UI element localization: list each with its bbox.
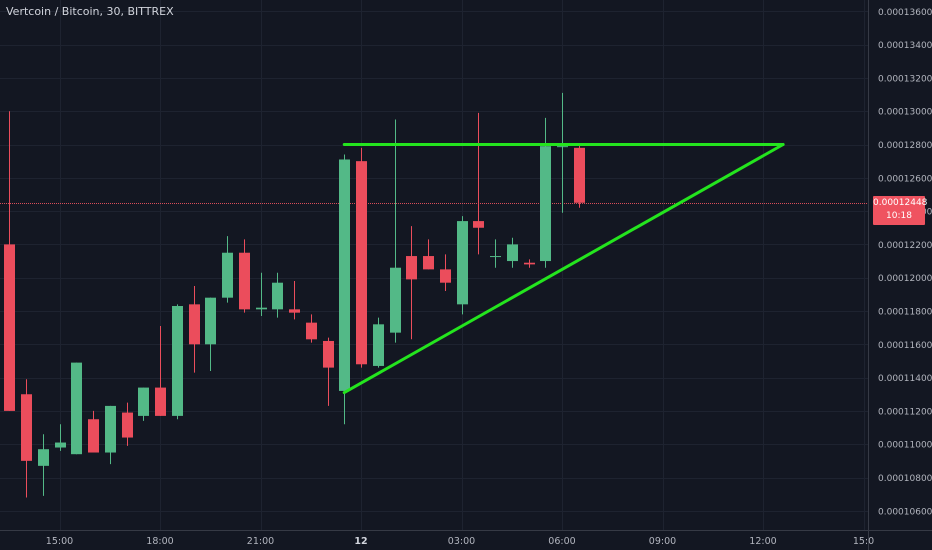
time-tick-label: 18:00 (146, 536, 173, 547)
candle-down (524, 262, 535, 265)
candle-down (289, 309, 300, 313)
candle-up (205, 297, 216, 345)
candle-down (356, 161, 367, 365)
candle-down (122, 412, 133, 438)
price-tick-label: 0.00011400 (878, 374, 932, 384)
price-tick-label: 0.00013000 (878, 108, 932, 118)
candle-down (239, 252, 250, 310)
candle-down (473, 221, 484, 228)
time-tick-label: 15:00 (46, 536, 73, 547)
time-tick-label: 03:00 (448, 536, 475, 547)
candle-up (105, 405, 116, 453)
candle-down (21, 394, 32, 461)
price-tick-label: 0.00012000 (878, 274, 932, 284)
candle-down (306, 322, 317, 340)
candle-up (71, 362, 82, 455)
candle-up (38, 449, 49, 466)
candle-down (440, 269, 451, 283)
price-tick-label: 0.00011800 (878, 308, 932, 318)
price-tick-label: 0.00010600 (878, 507, 932, 517)
candle-up (272, 282, 283, 310)
time-tick-label: 12 (354, 536, 367, 547)
candle-countdown: 10:18 (886, 211, 912, 221)
support-trendline[interactable] (342, 143, 785, 395)
candle-down (323, 340, 334, 368)
candle-up (138, 387, 149, 416)
symbol-title: Vertcoin / Bitcoin, 30, BITTREX (6, 5, 174, 18)
candle-up (256, 307, 267, 310)
candle-up (557, 146, 568, 148)
candle-down (88, 419, 99, 453)
candle-up (540, 146, 551, 262)
candle-down (423, 256, 434, 270)
candle-up (390, 267, 401, 333)
price-tick-label: 0.00013600 (878, 8, 932, 18)
price-tick-label: 0.00012600 (878, 174, 932, 184)
price-tick-label: 0.00011000 (878, 441, 932, 451)
candle-up (339, 159, 350, 391)
candle-down (189, 304, 200, 345)
candle-up (373, 324, 384, 366)
price-tick-label: 0.00012800 (878, 141, 932, 151)
price-tick-label: 0.00012200 (878, 241, 932, 251)
time-tick-label: 15:0 (853, 536, 874, 547)
candle-up (457, 221, 468, 305)
price-tick-label: 0.00013400 (878, 41, 932, 51)
price-tick-label: 0.00011600 (878, 341, 932, 351)
candle-up (222, 252, 233, 298)
candle-down (155, 387, 166, 416)
last-price-value: 0.00012448 (873, 198, 928, 208)
time-tick-label: 09:00 (649, 536, 676, 547)
time-tick-label: 12:00 (749, 536, 776, 547)
last-price-badge: 0.00012448 10:18 (873, 196, 928, 225)
price-tick-label: 0.00013200 (878, 74, 932, 84)
candle-down (574, 147, 585, 203)
candle-up (507, 244, 518, 262)
time-tick-label: 21:00 (247, 536, 274, 547)
candle-down (406, 256, 417, 280)
time-tick-label: 06:00 (548, 536, 575, 547)
price-tick-label: 0.00010800 (878, 474, 932, 484)
candle-up (55, 442, 66, 448)
candle-up (490, 256, 501, 258)
price-tick-label: 0.00011200 (878, 407, 932, 417)
candle-up (172, 306, 183, 416)
candle-down (4, 244, 15, 411)
